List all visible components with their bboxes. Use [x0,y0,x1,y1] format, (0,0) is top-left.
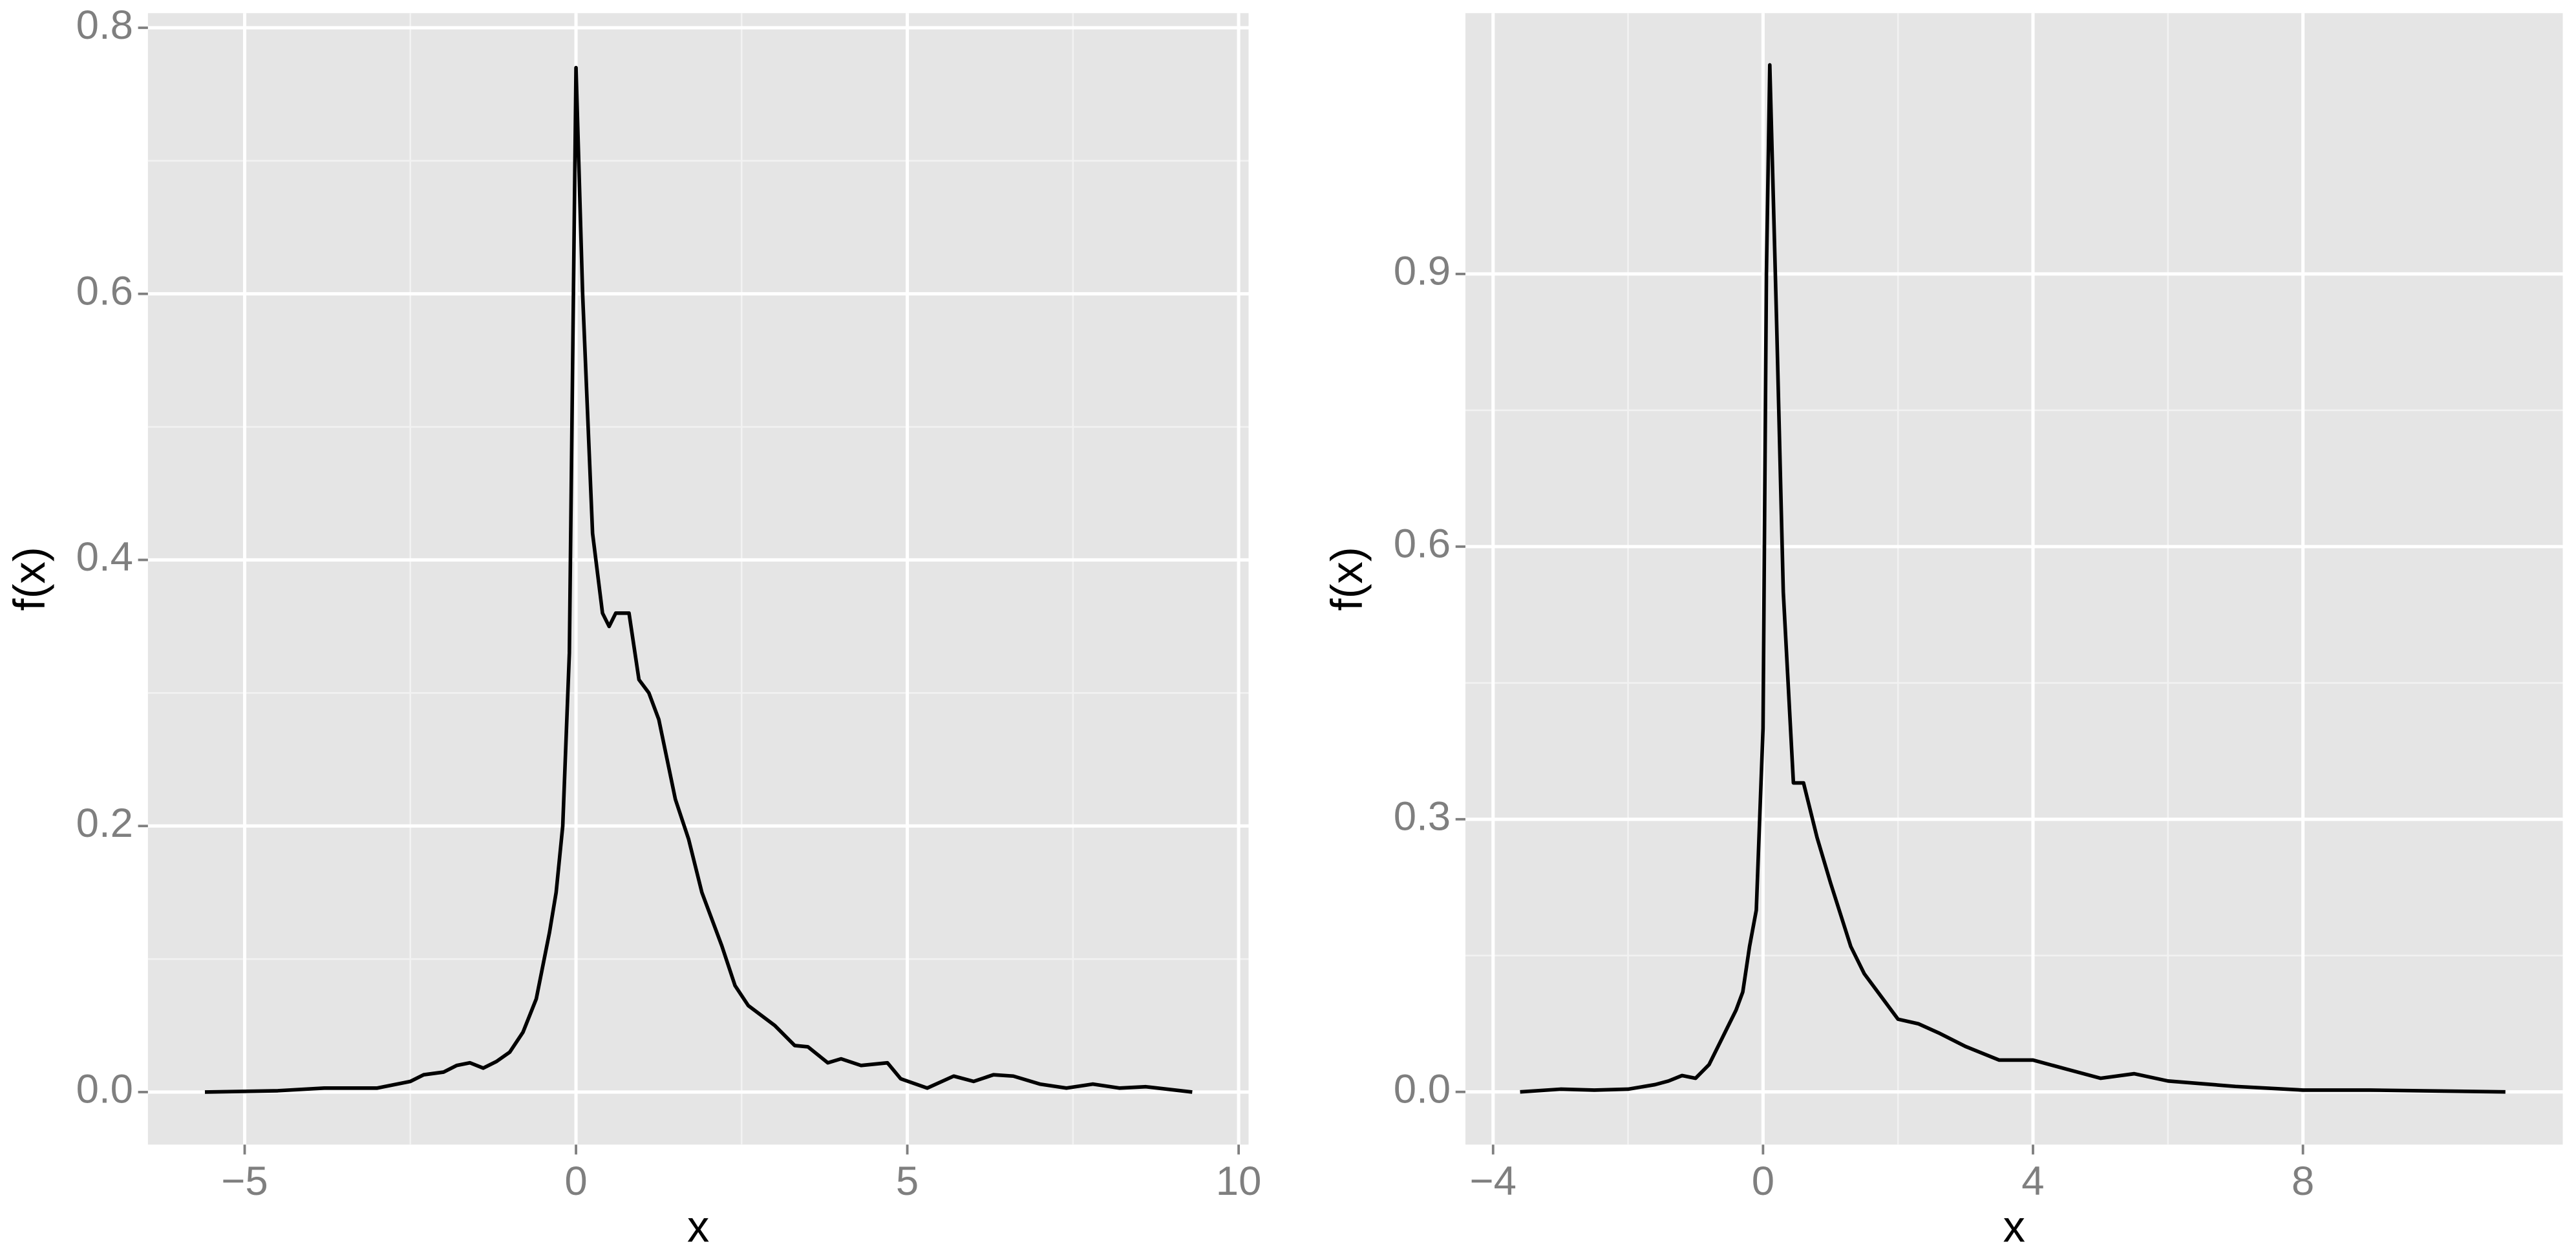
y-tick-label: 0.4 [76,534,133,580]
x-axis-title: x [687,1202,709,1252]
plot-background [1465,13,2563,1145]
y-tick-label: 0.2 [76,800,133,846]
x-tick-label: 10 [1216,1158,1262,1204]
density-line [204,65,1193,1094]
y-tick-label: 0.8 [76,2,133,48]
x-tick-label: −4 [1470,1158,1517,1204]
y-tick-label: 0.6 [1394,521,1451,567]
y-tick-label: 0.3 [1394,794,1451,839]
y-tick-label: 0.0 [76,1066,133,1112]
x-tick-label: 0 [564,1158,587,1204]
y-axis-title: f(x) [5,547,54,611]
x-tick-label: 5 [896,1158,919,1204]
plot-background [147,13,1249,1145]
x-tick-label: 8 [2292,1158,2314,1204]
density-line [1520,63,2506,1094]
y-tick-label: 0.6 [76,268,133,314]
y-tick-label: 0.9 [1394,248,1451,294]
y-tick-label: 0.0 [1394,1066,1451,1111]
y-axis-title: f(x) [1322,547,1372,611]
x-tick-label: 0 [1752,1158,1774,1204]
x-axis-title: x [2003,1202,2025,1252]
x-tick-label: −5 [221,1158,268,1204]
x-tick-label: 4 [2021,1158,2044,1204]
